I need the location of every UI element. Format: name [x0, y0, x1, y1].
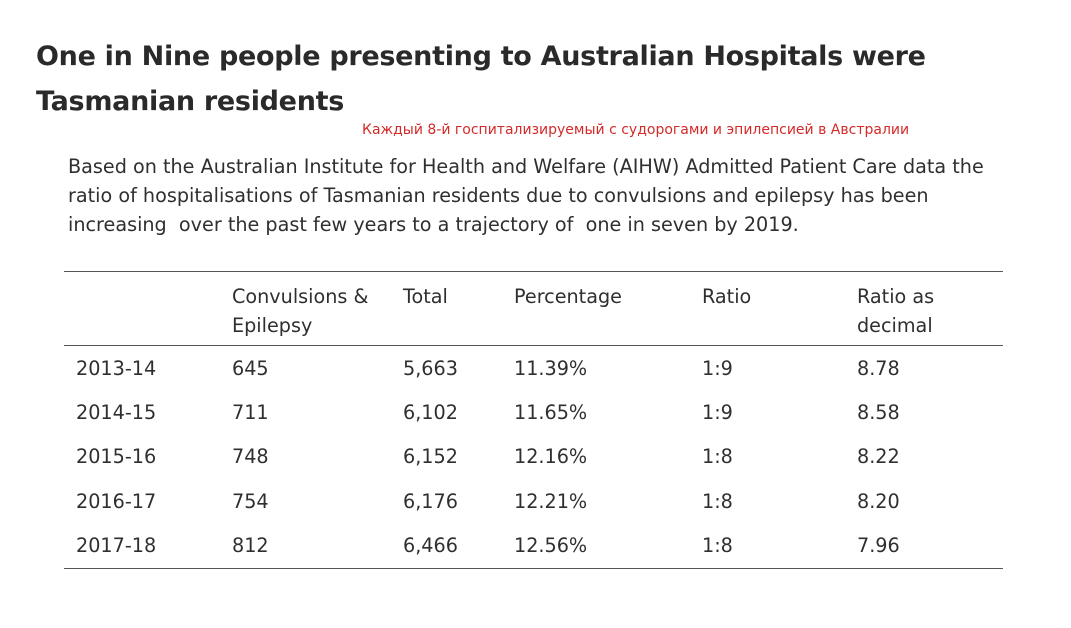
cell-ratio-decimal: 7.96 — [857, 534, 900, 558]
intro-line-3: increasing over the past few years to a … — [68, 213, 799, 236]
cell-convulsions-epilepsy: 711 — [232, 401, 269, 425]
page-title: One in Nine people presenting to Austral… — [36, 34, 1036, 124]
cell-convulsions-epilepsy: 812 — [232, 534, 269, 558]
header-percentage: Percentage — [514, 272, 702, 346]
header-ratio-decimal: Ratio as decimal — [857, 272, 1003, 346]
header-convulsions-epilepsy: Convulsions & Epilepsy — [232, 272, 403, 346]
cell-ratio: 1:9 — [702, 401, 733, 425]
cell-ratio: 1:8 — [702, 445, 733, 469]
cell-year: 2015-16 — [76, 445, 157, 469]
cell-percentage: 11.39% — [514, 356, 588, 380]
cell-total: 5,663 — [403, 356, 458, 380]
table-header: Convulsions & Epilepsy Total Percentage … — [64, 271, 1003, 346]
intro-paragraph: Based on the Australian Institute for He… — [68, 152, 1028, 239]
cell-convulsions-epilepsy: 748 — [232, 445, 269, 469]
cell-total: 6,466 — [403, 534, 458, 558]
cell-total: 6,152 — [403, 445, 458, 469]
header-label: decimal — [857, 314, 933, 337]
cell-ratio-decimal: 8.78 — [857, 356, 900, 380]
page-title-line-2: Tasmanian residents — [36, 86, 344, 117]
cell-percentage: 12.21% — [514, 489, 588, 513]
intro-line-2: ratio of hospitalisations of Tasmanian r… — [68, 184, 929, 207]
cell-ratio-decimal: 8.20 — [857, 489, 900, 513]
cell-percentage: 11.65% — [514, 401, 588, 425]
table-row: 2014-15 711 6,102 11.65% 1:9 8.58 — [64, 390, 1003, 434]
table-row: 2013-14 645 5,663 11.39% 1:9 8.78 — [64, 346, 1003, 391]
header-label: Epilepsy — [232, 314, 313, 337]
cell-ratio-decimal: 8.58 — [857, 401, 900, 425]
header-label: Total — [403, 285, 448, 308]
cell-percentage: 12.16% — [514, 445, 588, 469]
hospitalisation-table: Convulsions & Epilepsy Total Percentage … — [64, 271, 1003, 569]
cell-year: 2016-17 — [76, 489, 157, 513]
cell-percentage: 12.56% — [514, 534, 588, 558]
cell-ratio: 1:9 — [702, 356, 733, 380]
header-label: Convulsions & — [232, 285, 369, 308]
intro-line-1: Based on the Australian Institute for He… — [68, 155, 984, 178]
cell-ratio: 1:8 — [702, 534, 733, 558]
header-total: Total — [403, 272, 514, 346]
table-header-row: Convulsions & Epilepsy Total Percentage … — [64, 271, 1003, 346]
table-row: 2017-18 812 6,466 12.56% 1:8 7.96 — [64, 524, 1003, 569]
cell-year: 2013-14 — [76, 356, 157, 380]
header-label: Percentage — [514, 285, 622, 308]
table-body: 2013-14 645 5,663 11.39% 1:9 8.78 2014-1… — [64, 346, 1003, 569]
page-title-line-1: One in Nine people presenting to Austral… — [36, 41, 926, 72]
cell-total: 6,176 — [403, 489, 458, 513]
cell-convulsions-epilepsy: 645 — [232, 356, 269, 380]
header-label: Ratio — [702, 285, 752, 308]
cell-ratio-decimal: 8.22 — [857, 445, 900, 469]
header-ratio: Ratio — [702, 272, 857, 346]
header-label: Ratio as — [857, 285, 935, 308]
header-year — [64, 272, 232, 346]
cell-year: 2014-15 — [76, 401, 157, 425]
table-row: 2016-17 754 6,176 12.21% 1:8 8.20 — [64, 479, 1003, 523]
table-row: 2015-16 748 6,152 12.16% 1:8 8.22 — [64, 435, 1003, 479]
cell-total: 6,102 — [403, 401, 458, 425]
cell-convulsions-epilepsy: 754 — [232, 489, 269, 513]
cell-ratio: 1:8 — [702, 489, 733, 513]
cell-year: 2017-18 — [76, 534, 157, 558]
translation-annotation: Каждый 8-й госпитализируемый с судорогам… — [362, 122, 910, 138]
